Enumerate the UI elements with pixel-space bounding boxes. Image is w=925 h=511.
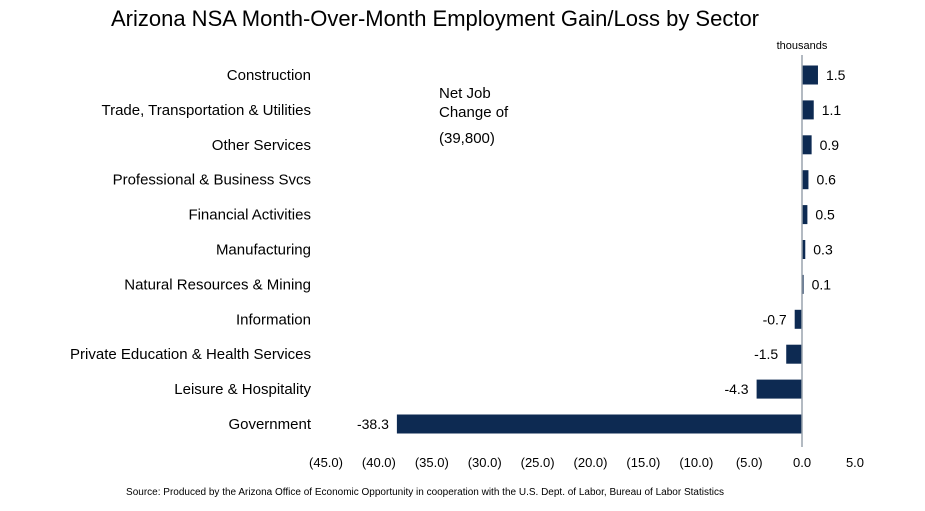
category-label: Leisure & Hospitality (174, 381, 311, 398)
category-label: Private Education & Health Services (70, 346, 311, 363)
category-label: Other Services (212, 137, 311, 154)
bar (802, 205, 808, 225)
data-label: -1.5 (754, 346, 778, 362)
x-tick-label: (45.0) (309, 455, 343, 470)
x-tick-label: (30.0) (468, 455, 502, 470)
source-note: Source: Produced by the Arizona Office o… (126, 487, 724, 498)
data-label: 0.3 (813, 242, 833, 258)
bar (802, 65, 818, 85)
category-label: Construction (227, 67, 311, 84)
data-label: -0.7 (763, 311, 787, 327)
annotation-line-1: Net Job (439, 85, 491, 102)
category-label: Professional & Business Svcs (113, 172, 311, 189)
category-label: Information (236, 311, 311, 328)
annotation-line-2: Change of (439, 104, 509, 121)
bar (802, 170, 809, 190)
data-label: 0.9 (820, 137, 840, 153)
bar (396, 414, 803, 434)
x-tick-label: (5.0) (736, 455, 763, 470)
category-label: Manufacturing (216, 242, 311, 259)
annotation-value: (39,800) (439, 130, 495, 147)
bar (802, 274, 804, 294)
category-label: Trade, Transportation & Utilities (101, 102, 311, 119)
data-label: 1.5 (826, 67, 846, 83)
bar (802, 135, 812, 155)
x-tick-label: (35.0) (415, 455, 449, 470)
data-label: 1.1 (822, 102, 842, 118)
bar (802, 100, 814, 120)
category-label: Financial Activities (188, 207, 311, 224)
bar (756, 379, 803, 399)
category-label: Government (228, 416, 311, 433)
bar (786, 344, 803, 364)
bar (802, 240, 806, 259)
x-tick-label: (40.0) (362, 455, 396, 470)
data-label: 0.5 (815, 207, 835, 223)
x-tick-label: 5.0 (846, 455, 864, 470)
x-tick-label: (25.0) (521, 455, 555, 470)
x-tick-label: (15.0) (626, 455, 660, 470)
bar (794, 309, 803, 329)
bar-chart: thousands Construction 1.5 Trade, Transpor… (70, 40, 864, 470)
labels-layer: Construction 1.5 Trade, Transportation & U… (70, 67, 846, 433)
category-label: Natural Resources & Mining (124, 276, 311, 293)
data-label: -38.3 (357, 416, 389, 432)
net-change-annotation: Net Job Change of (39,800) (439, 84, 508, 148)
data-label: -4.3 (724, 381, 748, 397)
x-tick-label: (20.0) (574, 455, 608, 470)
bars-layer (396, 65, 818, 434)
x-axis-ticks: (45.0) (40.0) (35.0) (30.0) (25.0) (20.0) (15.… (309, 455, 864, 470)
x-tick-label: 0.0 (793, 455, 811, 470)
data-label: 0.6 (816, 172, 836, 188)
x-tick-label: (10.0) (679, 455, 713, 470)
chart-title: Arizona NSA Month-Over-Month Employment … (110, 6, 760, 31)
data-label: 0.1 (812, 276, 832, 292)
unit-label: thousands (777, 40, 828, 52)
